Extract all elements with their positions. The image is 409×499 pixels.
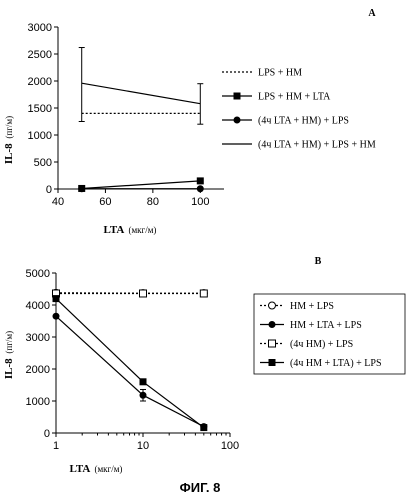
panel-b-y-axis-label: IL-8 (пг/м) bbox=[3, 331, 15, 379]
panel-b-y-tick-label: 3000 bbox=[26, 332, 50, 344]
panel-b-legend-swatch-square-marker bbox=[268, 359, 276, 366]
panel-a-data-point-circle-marker bbox=[196, 185, 204, 193]
panel-b-x-axis-unit: (мкг/м) bbox=[94, 464, 122, 474]
panel-b-y-tick-label: 1000 bbox=[26, 396, 50, 408]
panel-a-series-line bbox=[81, 82, 201, 105]
panel-a-legend-entry: (4ч LTA + HM) + LPS bbox=[258, 116, 349, 127]
panel-b-x-tick-label: 1 bbox=[53, 440, 59, 452]
panel-b-legend-entry: HM + LPS bbox=[290, 301, 334, 312]
panel-a-legend: LPS + HM LPS + HM + LTA (4ч LTA + HM) + LP… bbox=[222, 68, 376, 151]
panel-b-data-point-open-square-marker bbox=[139, 289, 147, 298]
panel-a-legend-swatch-square-marker bbox=[233, 92, 241, 100]
panel-a-data-point-square-marker bbox=[196, 177, 204, 185]
panel-b-data-point-square-marker bbox=[139, 378, 147, 386]
panel-a-y-tick-label: 1500 bbox=[28, 103, 52, 115]
panel-b-data-point-open-square-marker bbox=[199, 289, 208, 298]
panel-a-label: A bbox=[368, 8, 376, 19]
panel-a-data-point-circle-marker bbox=[78, 185, 86, 193]
panel-b-legend-swatch-open-circle-marker bbox=[268, 301, 276, 310]
panel-b-x-axis-title: LTA bbox=[70, 463, 91, 475]
panel-b-y-tick-label: 2000 bbox=[26, 364, 50, 376]
panel-b-y-axis-unit: (пг/м) bbox=[4, 331, 14, 354]
panel-a-x-tick-label: 100 bbox=[191, 196, 209, 208]
panel-b-data-point-square-marker bbox=[200, 424, 208, 432]
panel-b-y-axis-title: IL-8 bbox=[3, 358, 15, 379]
panel-a-y-tick-label: 2500 bbox=[28, 49, 52, 61]
panel-b-series-line bbox=[55, 315, 205, 428]
panel-a-y-tick-label: 0 bbox=[46, 184, 52, 196]
panel-a-y-tick-label: 1000 bbox=[28, 130, 52, 142]
panel-a-series-line bbox=[81, 180, 201, 190]
panel-a-y-tick-label: 500 bbox=[34, 157, 52, 169]
panel-b-data-point-circle-marker bbox=[139, 391, 147, 399]
panel-a-series bbox=[78, 47, 204, 193]
panel-b: B 0 1000 2000 3000 4000 5000 1 10 100 IL-8 (пг/м… bbox=[3, 256, 406, 475]
panel-b-legend-entry: HM + LTA + LPS bbox=[290, 320, 362, 331]
panel-b-legend-box bbox=[253, 293, 406, 375]
panel-a-x-tick-label: 60 bbox=[99, 196, 111, 208]
panel-a-y-axis-title: IL-8 bbox=[3, 143, 15, 164]
panel-a-series-3 bbox=[78, 185, 204, 193]
figure-caption: ФИГ. 8 bbox=[180, 480, 221, 495]
panel-b-series-3 bbox=[52, 289, 208, 298]
panel-a-legend-swatch-circle-marker bbox=[233, 116, 241, 124]
panel-b-data-point-circle-marker bbox=[52, 312, 60, 320]
panel-a-y-tick-label: 2000 bbox=[28, 76, 52, 88]
panel-b-label: B bbox=[315, 256, 322, 267]
panel-b-data-point-square-marker bbox=[52, 295, 60, 303]
panel-a-series-4 bbox=[78, 47, 204, 125]
panel-a: A 0 500 1000 1500 2000 2500 3000 40 60 80 100 IL-8… bbox=[3, 8, 376, 236]
panel-a-legend-entry: (4ч LTA + HM) + LPS + HM bbox=[258, 140, 376, 151]
panel-b-legend-swatch-open-square-marker bbox=[268, 339, 276, 348]
panel-b-x-axis-label: LTA (мкг/м) bbox=[70, 463, 123, 475]
panel-a-legend-entry: LPS + HM bbox=[258, 68, 302, 79]
panel-a-legend-entry: LPS + HM + LTA bbox=[258, 92, 331, 103]
panel-a-x-axis-title: LTA bbox=[104, 224, 125, 236]
panel-a-y-axis-label: IL-8 (пг/м) bbox=[3, 116, 15, 164]
panel-a-x-tick-label: 40 bbox=[52, 196, 64, 208]
panel-b-y-tick-label: 4000 bbox=[26, 300, 50, 312]
panel-b-series bbox=[52, 288, 208, 432]
panel-b-y-tick-label: 0 bbox=[44, 428, 50, 440]
panel-b-y-tick-label: 5000 bbox=[26, 268, 50, 280]
panel-a-x-axis-label: LTA (мкг/м) bbox=[104, 224, 157, 236]
panel-a-axes: 0 500 1000 1500 2000 2500 3000 40 60 80 100 bbox=[28, 22, 224, 208]
panel-a-series-2 bbox=[78, 177, 204, 192]
panel-b-series-4 bbox=[52, 295, 208, 432]
panel-b-x-tick-label: 100 bbox=[221, 440, 239, 452]
panel-b-legend-entry: (4ч HM + LTA) + LPS bbox=[290, 358, 382, 369]
panel-a-y-axis-unit: (пг/м) bbox=[4, 116, 14, 139]
panel-b-legend-entry: (4ч HM) + LPS bbox=[290, 339, 353, 350]
panel-b-series-line bbox=[55, 298, 205, 429]
panel-b-x-tick-label: 10 bbox=[137, 440, 149, 452]
panel-a-x-axis-unit: (мкг/м) bbox=[128, 225, 156, 235]
panel-b-legend-swatch-circle-marker bbox=[268, 321, 276, 328]
panel-b-axes: 0 1000 2000 3000 4000 5000 1 10 100 bbox=[26, 268, 240, 452]
panel-a-y-tick-label: 3000 bbox=[28, 22, 52, 34]
panel-b-legend: HM + LPS HM + LTA + LPS (4ч HM) + LPS (4ч H… bbox=[253, 293, 406, 375]
panel-a-x-tick-label: 80 bbox=[147, 196, 159, 208]
